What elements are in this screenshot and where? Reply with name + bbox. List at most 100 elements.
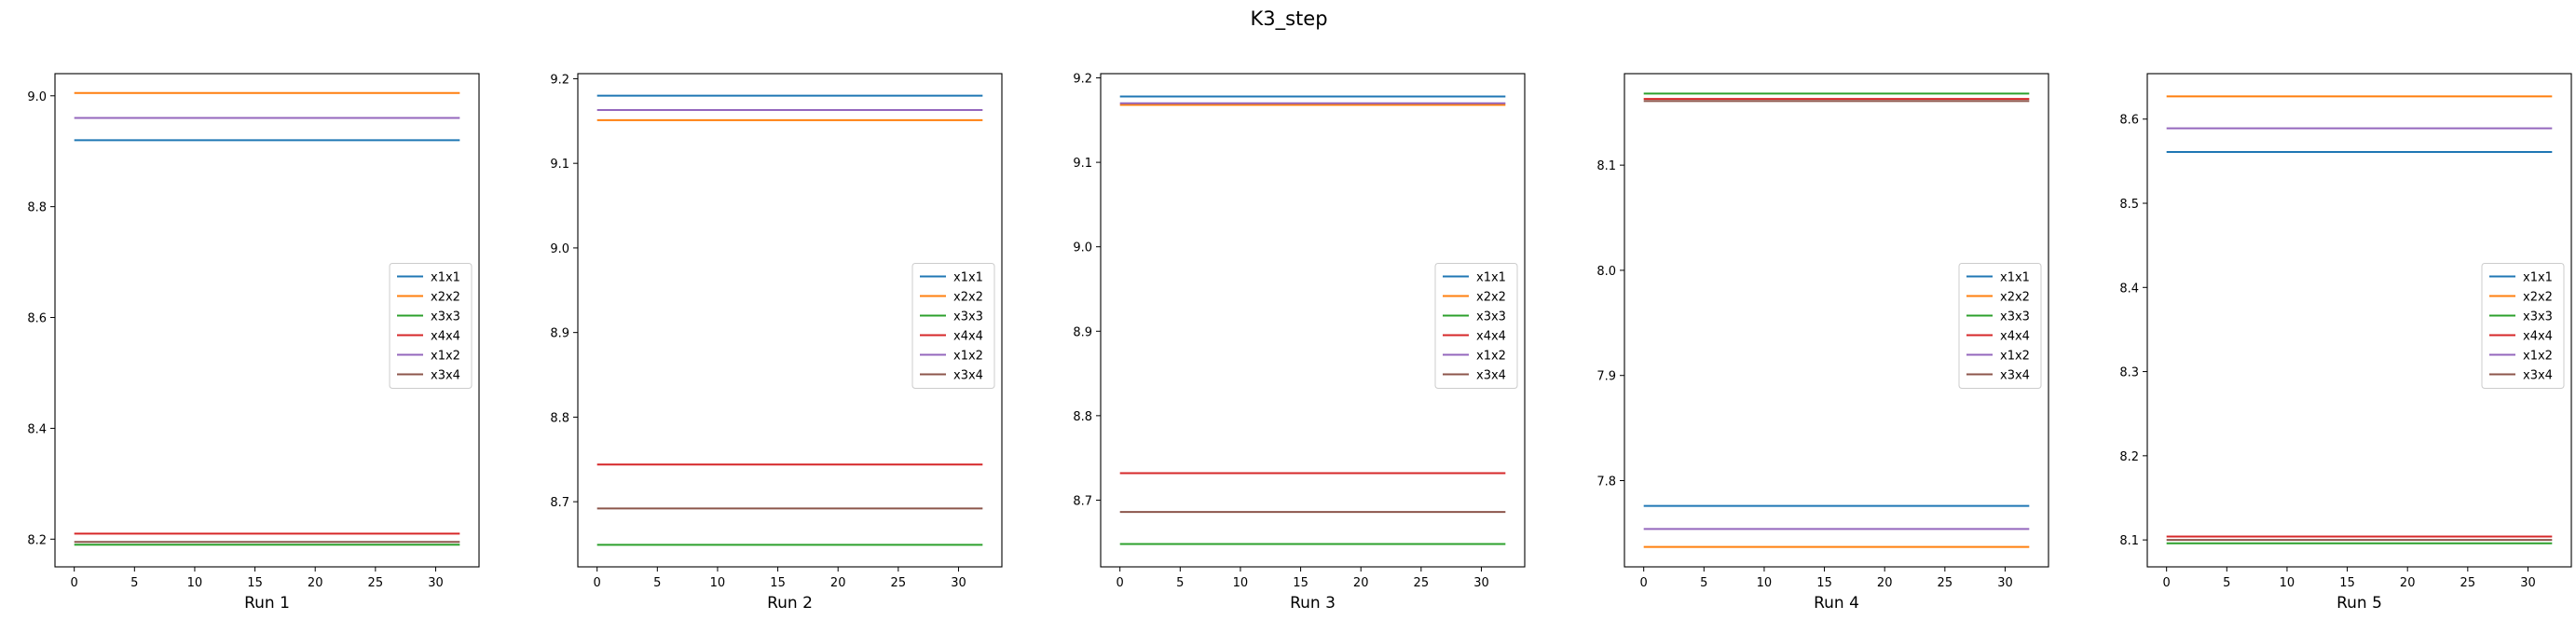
y-tick-label: 8.7 — [1073, 494, 1092, 508]
y-tick-label: 9.2 — [1073, 73, 1092, 87]
x-axis-label: Run 2 — [767, 594, 813, 613]
y-tick-label: 8.2 — [27, 533, 47, 547]
y-tick-label: 8.5 — [2119, 198, 2139, 212]
x-tick-label: 30 — [951, 576, 966, 590]
legend-label-x1x2: x1x2 — [2000, 350, 2030, 364]
legend-label-x3x3: x3x3 — [2000, 310, 2030, 324]
x-tick-label: 20 — [830, 576, 846, 590]
x-tick-label: 10 — [1757, 576, 1773, 590]
legend-box — [2481, 263, 2565, 389]
legend-label-x2x2: x2x2 — [431, 291, 460, 305]
x-axis-label: Run 4 — [1814, 594, 1859, 613]
y-tick-label: 8.3 — [2119, 366, 2139, 380]
legend-box — [389, 263, 473, 389]
x-tick-label: 5 — [653, 576, 661, 590]
x-tick-label: 25 — [1414, 576, 1430, 590]
legend-label-x1x2: x1x2 — [1476, 350, 1506, 364]
figure-title: K3_step — [1250, 7, 1327, 31]
x-tick-label: 5 — [1700, 576, 1707, 590]
legend-label-x3x4: x3x4 — [431, 369, 460, 383]
legend-label-x3x4: x3x4 — [1476, 369, 1506, 383]
legend-label-x2x2: x2x2 — [1476, 291, 1506, 305]
legend-label-x1x1: x1x1 — [431, 271, 460, 285]
legend-box — [1958, 263, 2042, 389]
subplot-run-1: 0 5 10 15 20 25 30 8.2 8.4 8.6 8.8 9.0 Run 1 x1x1 x2x2… — [27, 73, 480, 613]
y-tick-label: 9.1 — [550, 158, 569, 172]
x-axis-label: Run 1 — [244, 594, 290, 613]
x-tick-label: 20 — [1353, 576, 1369, 590]
y-tick-label: 8.2 — [2119, 450, 2139, 464]
legend-label-x4x4: x4x4 — [2000, 330, 2030, 344]
x-tick-label: 25 — [2460, 576, 2476, 590]
legend-label-x2x2: x2x2 — [953, 291, 983, 305]
y-tick-label: 8.4 — [2119, 282, 2139, 296]
x-tick-label: 0 — [1117, 576, 1124, 590]
x-tick-label: 30 — [1997, 576, 2013, 590]
x-tick-label: 20 — [308, 576, 323, 590]
x-tick-label: 15 — [770, 576, 786, 590]
y-tick-label: 7.8 — [1596, 475, 1616, 489]
legend-label-x1x2: x1x2 — [431, 350, 460, 364]
subplot-grid: 0 5 10 15 20 25 30 8.2 8.4 8.6 8.8 9.0 Run 1 x1x1 x2x2… — [27, 73, 2572, 613]
legend-label-x1x1: x1x1 — [2523, 271, 2553, 285]
plot-frame — [1624, 73, 2049, 568]
legend-box — [911, 263, 995, 389]
legend-label-x3x4: x3x4 — [953, 369, 983, 383]
x-tick-label: 10 — [1233, 576, 1249, 590]
legend-label-x4x4: x4x4 — [2523, 330, 2553, 344]
y-tick-label: 9.0 — [550, 242, 569, 256]
legend-label-x1x2: x1x2 — [953, 350, 983, 364]
plot-frame — [577, 73, 1003, 568]
subplot-run-4: 0 5 10 15 20 25 30 7.8 7.9 8.0 8.1 Run 4 x1x1 x2x2 x3x… — [1596, 73, 2049, 613]
x-tick-label: 30 — [2520, 576, 2536, 590]
plot-frame — [2146, 73, 2572, 568]
y-tick-label: 8.4 — [27, 422, 47, 436]
y-tick-label: 8.0 — [1596, 265, 1616, 279]
x-tick-label: 0 — [594, 576, 601, 590]
x-tick-label: 25 — [368, 576, 384, 590]
y-tick-label: 8.7 — [550, 496, 569, 510]
x-tick-label: 20 — [1877, 576, 1893, 590]
y-tick-label: 8.1 — [2119, 534, 2139, 548]
x-tick-label: 10 — [2280, 576, 2295, 590]
y-tick-label: 8.8 — [1073, 410, 1092, 424]
legend-label-x3x3: x3x3 — [1476, 310, 1506, 324]
y-tick-label: 8.6 — [27, 312, 47, 326]
y-tick-label: 7.9 — [1596, 370, 1616, 384]
plot-frame — [1100, 73, 1526, 568]
y-tick-label: 8.9 — [550, 327, 569, 341]
x-tick-label: 15 — [247, 576, 263, 590]
legend: x1x1 x2x2 x3x3 x4x4 x1x2 x3x4 — [389, 263, 473, 389]
legend-label-x4x4: x4x4 — [953, 330, 983, 344]
legend-label-x3x3: x3x3 — [431, 310, 460, 324]
x-tick-label: 10 — [710, 576, 726, 590]
x-tick-label: 25 — [891, 576, 907, 590]
legend-label-x1x1: x1x1 — [1476, 271, 1506, 285]
y-tick-label: 9.0 — [27, 90, 47, 104]
legend: x1x1 x2x2 x3x3 x4x4 x1x2 x3x4 — [911, 263, 995, 389]
x-tick-label: 0 — [2163, 576, 2171, 590]
legend: x1x1 x2x2 x3x3 x4x4 x1x2 x3x4 — [1434, 263, 1518, 389]
y-tick-label: 8.9 — [1073, 325, 1092, 339]
legend: x1x1 x2x2 x3x3 x4x4 x1x2 x3x4 — [1958, 263, 2042, 389]
y-tick-label: 8.6 — [2119, 114, 2139, 128]
x-tick-label: 15 — [1293, 576, 1309, 590]
legend-label-x3x4: x3x4 — [2523, 369, 2553, 383]
x-tick-label: 10 — [187, 576, 203, 590]
legend-box — [1434, 263, 1518, 389]
legend-label-x4x4: x4x4 — [431, 330, 460, 344]
legend-label-x3x3: x3x3 — [2523, 310, 2553, 324]
x-tick-label: 25 — [1938, 576, 1953, 590]
x-tick-label: 30 — [428, 576, 444, 590]
legend-label-x2x2: x2x2 — [2523, 291, 2553, 305]
y-tick-label: 9.2 — [550, 73, 569, 87]
y-tick-label: 8.8 — [27, 201, 47, 215]
legend-label-x2x2: x2x2 — [2000, 291, 2030, 305]
legend-label-x1x1: x1x1 — [953, 271, 983, 285]
x-tick-label: 0 — [71, 576, 78, 590]
legend-label-x3x3: x3x3 — [953, 310, 983, 324]
x-axis-label: Run 3 — [1290, 594, 1336, 613]
legend: x1x1 x2x2 x3x3 x4x4 x1x2 x3x4 — [2481, 263, 2565, 389]
